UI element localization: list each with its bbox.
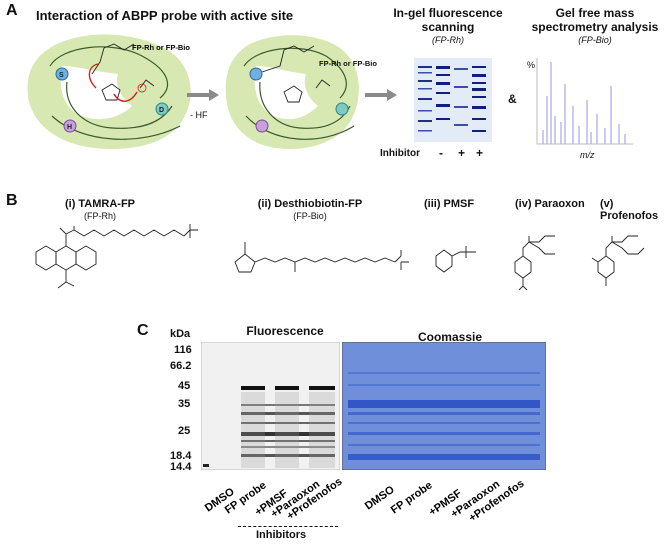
bound-probe-chain: [261, 45, 315, 73]
serine-residue: [55, 67, 69, 81]
minus-hf-label: - HF: [190, 110, 208, 120]
gel-bands: [418, 66, 486, 132]
enzyme-before-diagram: S H D FP-Rh or FP-Bio: [27, 34, 191, 149]
marker-14: 14.4: [170, 461, 192, 473]
aspartate-residue: [155, 102, 169, 116]
inhibitors-dashed-line: [238, 526, 338, 527]
marker-35: 35: [178, 398, 191, 410]
fluorescence-title: Fluorescence: [246, 324, 324, 338]
ingel-title-line2: scanning: [421, 20, 475, 34]
probe-chain: [91, 43, 135, 75]
fluorescence-lane-shading: [241, 392, 335, 468]
inhibitors-label: Inhibitors: [256, 529, 307, 541]
ingel-gel-image: [414, 58, 492, 142]
ingel-title-line1: In-gel fluorescence: [393, 6, 503, 20]
gelfree-title-line1: Gel free mass: [555, 6, 635, 20]
coomassie-title: Coomassie: [417, 330, 483, 344]
panel-b-letter: B: [6, 192, 18, 209]
kda-label: kDa: [170, 328, 191, 340]
fluorescence-bands: [203, 386, 335, 467]
gelfree-subtitle: (FP-Bio): [578, 35, 612, 45]
profenofos-structure: [591, 235, 645, 286]
histidine-residue-2: [255, 119, 269, 133]
histidine-residue: [63, 119, 77, 133]
imidazole-ring-2: [283, 85, 303, 103]
ms-peaks: [542, 62, 626, 144]
ingel-subtitle: (FP-Rh): [432, 35, 464, 45]
compound-3-name: (iii) PMSF: [424, 198, 475, 210]
carboxylate-group: [139, 79, 155, 89]
charge-circle: [137, 83, 147, 93]
enzyme-after-diagram: [225, 35, 359, 149]
enzyme-backbone-line-2: [243, 47, 355, 140]
marker-116: 116: [174, 344, 192, 356]
reaction-arrow: [187, 89, 219, 101]
ampersand-label: &: [508, 92, 517, 106]
lane-labels-coomassie: DMSO FP probe +PMSF +Paraoxon +Profenofo…: [363, 478, 527, 525]
ms-xlabel: m/z: [580, 150, 595, 160]
ms-spectrum: [536, 58, 633, 145]
enzyme-pocket-shape-2: [225, 35, 359, 149]
pmsf-structure: [435, 246, 476, 273]
compound-1-name: (i) TAMRA-FP: [64, 198, 136, 210]
lane-labels-fluorescence: DMSO FP probe +PMSF +Paraoxon +Profenofo…: [203, 476, 345, 523]
fluorescence-gel: [201, 342, 340, 470]
aspartate-residue-2: [335, 102, 349, 116]
marker-25: 25: [178, 425, 191, 437]
electron-arrow-1: [88, 63, 99, 89]
compound-2-sub: (FP-Bio): [293, 211, 327, 221]
ms-ylabel: %: [527, 60, 536, 70]
probe-label-right: FP-Rh or FP-Bio: [319, 59, 377, 68]
compound-5-name: (v) Profenofos: [600, 198, 659, 222]
tamra-fp-structure: [35, 224, 198, 289]
marker-18: 18.4: [170, 450, 192, 462]
probe-label-left: FP-Rh or FP-Bio: [132, 43, 190, 52]
serine-letter: S: [59, 72, 64, 79]
compound-2-name: (ii) Desthiobiotin-FP: [257, 198, 363, 210]
compound-1-sub: (FP-Rh): [84, 211, 116, 221]
paraoxon-structure: [514, 235, 555, 291]
lane-sign-3: +: [476, 146, 484, 160]
serine-residue-2: [249, 67, 263, 81]
ms-axes: [536, 58, 633, 145]
compound-4-name: (iv) Paraoxon: [515, 198, 585, 210]
aspartate-letter: D: [159, 107, 164, 114]
carboxylate-group-2: [315, 79, 331, 89]
desthiobiotin-fp-structure: [234, 242, 409, 273]
enzyme-backbone-line: [49, 46, 181, 140]
panel-c-letter: C: [137, 322, 149, 339]
panel-a-title: Interaction of ABPP probe with active si…: [36, 8, 294, 23]
coomassie-bands: [348, 372, 540, 460]
reaction-arrow-2: [365, 89, 397, 101]
gelfree-title-line2: spectrometry analysis: [531, 20, 659, 34]
panel-a-letter: A: [6, 2, 18, 19]
coomassie-gel: [342, 342, 546, 470]
lane-sign-2: +: [458, 146, 466, 160]
lane-sign-1: -: [439, 146, 443, 160]
imidazole-ring: [101, 83, 121, 101]
histidine-letter: H: [67, 124, 72, 131]
marker-45: 45: [178, 380, 191, 392]
inhibitor-label: Inhibitor: [380, 148, 420, 159]
marker-66: 66.2: [170, 360, 192, 372]
electron-arrow-2: [113, 91, 138, 102]
